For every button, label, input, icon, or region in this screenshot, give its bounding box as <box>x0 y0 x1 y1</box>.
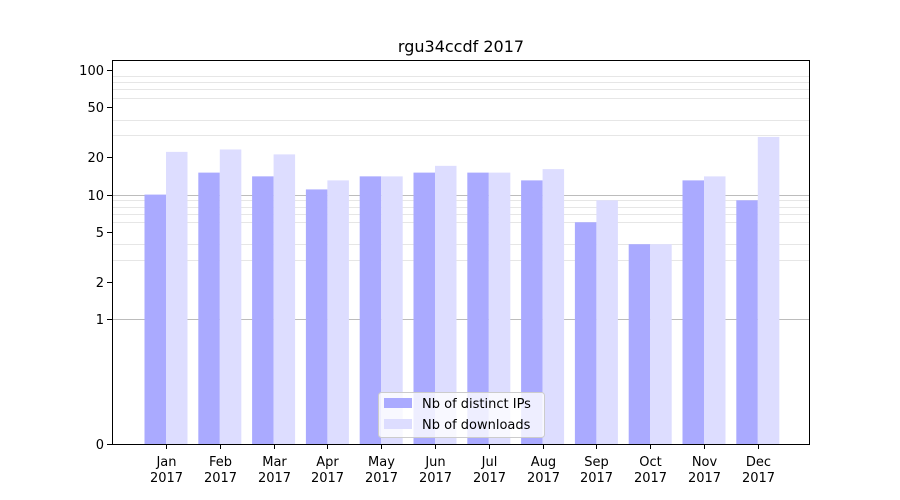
bar <box>305 189 328 444</box>
y-tick-label: 20 <box>87 151 104 166</box>
bar <box>273 154 296 444</box>
bars <box>144 136 780 445</box>
bar <box>628 244 651 444</box>
bar <box>144 194 166 444</box>
bar <box>542 169 565 444</box>
x-tick-label: Jun 2017 <box>419 455 452 486</box>
x-tick-label: Oct 2017 <box>634 455 667 486</box>
chart-title: rgu34ccdf 2017 <box>398 37 524 56</box>
bar <box>198 172 220 444</box>
x-tick-label: Apr 2017 <box>311 455 344 486</box>
x-tick-label: Aug 2017 <box>527 455 560 486</box>
bar <box>704 176 726 444</box>
bar <box>219 149 242 444</box>
bar <box>650 244 672 444</box>
legend-swatch <box>384 419 412 429</box>
x-tick-label: Jan 2017 <box>150 455 183 486</box>
bar <box>413 172 435 444</box>
bar <box>757 136 780 445</box>
y-tick-label: 1 <box>96 313 104 328</box>
x-tick-label: Mar 2017 <box>258 455 291 486</box>
bar <box>327 180 349 444</box>
y-tick-label: 100 <box>79 64 104 79</box>
y-tick-label: 0 <box>96 438 104 453</box>
y-tick-label: 50 <box>87 101 104 116</box>
bar <box>467 172 489 444</box>
x-tick-label: Sep 2017 <box>580 455 613 486</box>
y-tick-label: 2 <box>96 276 104 291</box>
bar <box>521 180 543 444</box>
legend: Nb of distinct IPs Nb of downloads <box>378 392 545 438</box>
plot-frame <box>112 60 810 445</box>
y-tick-label: 5 <box>96 226 104 241</box>
x-tick-label: Feb 2017 <box>204 455 237 486</box>
bar <box>574 222 597 444</box>
bar <box>435 165 457 444</box>
bar <box>381 176 403 444</box>
bar <box>166 151 188 444</box>
legend-box <box>378 392 545 438</box>
legend-label: Nb of distinct IPs <box>422 397 531 412</box>
bar <box>252 176 274 444</box>
bar <box>596 200 618 444</box>
legend-swatch <box>384 398 412 408</box>
bar <box>359 176 382 444</box>
bar <box>488 172 511 444</box>
x-tick-label: Jul 2017 <box>473 455 506 486</box>
bar <box>736 200 758 444</box>
x-tick-label: Dec 2017 <box>742 455 775 486</box>
y-tick-label: 10 <box>87 189 104 204</box>
x-tick-label: Nov 2017 <box>688 455 721 486</box>
x-axis: Jan 2017 Feb 2017 Mar 2017 Apr 2017 May 2017 Jun 20… <box>150 444 775 486</box>
x-tick-label: May 2017 <box>365 455 398 486</box>
y-axis: 0 1 2 5 10 20 50 100 <box>79 64 112 453</box>
legend-label: Nb of downloads <box>422 418 531 433</box>
bar <box>682 180 704 444</box>
